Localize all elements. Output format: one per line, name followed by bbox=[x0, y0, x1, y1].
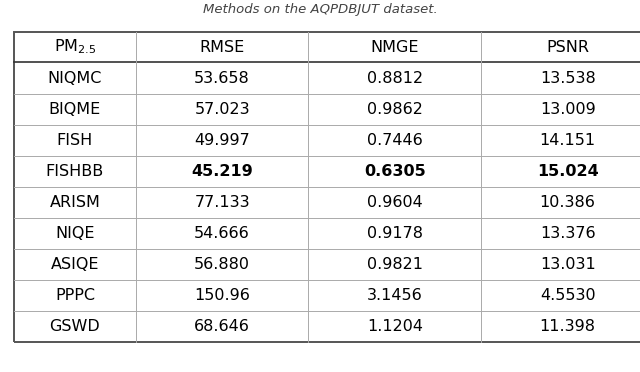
Text: RMSE: RMSE bbox=[200, 39, 244, 55]
Text: PM$_{2.5}$: PM$_{2.5}$ bbox=[54, 38, 96, 57]
Text: 150.96: 150.96 bbox=[194, 288, 250, 303]
Text: 13.031: 13.031 bbox=[540, 257, 596, 272]
Text: 13.009: 13.009 bbox=[540, 102, 596, 116]
Text: 10.386: 10.386 bbox=[540, 195, 596, 210]
Text: 14.151: 14.151 bbox=[540, 133, 596, 148]
Text: 0.9604: 0.9604 bbox=[367, 195, 423, 210]
Text: BIQME: BIQME bbox=[49, 102, 101, 116]
Bar bbox=[14, 32, 640, 342]
Text: 0.9178: 0.9178 bbox=[367, 226, 423, 241]
Text: 0.8812: 0.8812 bbox=[367, 71, 423, 86]
Text: 53.658: 53.658 bbox=[194, 71, 250, 86]
Text: 0.7446: 0.7446 bbox=[367, 133, 423, 148]
Text: FISH: FISH bbox=[57, 133, 93, 148]
Text: 13.538: 13.538 bbox=[540, 71, 596, 86]
Text: GSWD: GSWD bbox=[49, 319, 100, 334]
Text: PPPC: PPPC bbox=[55, 288, 95, 303]
Text: 54.666: 54.666 bbox=[194, 226, 250, 241]
Text: 4.5530: 4.5530 bbox=[540, 288, 595, 303]
Text: 0.6305: 0.6305 bbox=[364, 164, 426, 179]
Text: 11.398: 11.398 bbox=[540, 319, 596, 334]
Text: 56.880: 56.880 bbox=[194, 257, 250, 272]
Text: Methods on the AQPDBJUT dataset.: Methods on the AQPDBJUT dataset. bbox=[203, 3, 437, 16]
Text: 13.376: 13.376 bbox=[540, 226, 595, 241]
Text: 57.023: 57.023 bbox=[195, 102, 250, 116]
Text: NIQE: NIQE bbox=[55, 226, 95, 241]
Text: 77.133: 77.133 bbox=[195, 195, 250, 210]
Text: 3.1456: 3.1456 bbox=[367, 288, 423, 303]
Text: NMGE: NMGE bbox=[371, 39, 419, 55]
Text: 0.9821: 0.9821 bbox=[367, 257, 423, 272]
Text: NIQMC: NIQMC bbox=[48, 71, 102, 86]
Text: ARISM: ARISM bbox=[49, 195, 100, 210]
Text: 68.646: 68.646 bbox=[194, 319, 250, 334]
Text: ASIQE: ASIQE bbox=[51, 257, 99, 272]
Text: 0.9862: 0.9862 bbox=[367, 102, 423, 116]
Text: 45.219: 45.219 bbox=[191, 164, 253, 179]
Text: 1.1204: 1.1204 bbox=[367, 319, 423, 334]
Text: PSNR: PSNR bbox=[546, 39, 589, 55]
Text: FISHBB: FISHBB bbox=[45, 164, 104, 179]
Text: 15.024: 15.024 bbox=[537, 164, 598, 179]
Text: 49.997: 49.997 bbox=[194, 133, 250, 148]
